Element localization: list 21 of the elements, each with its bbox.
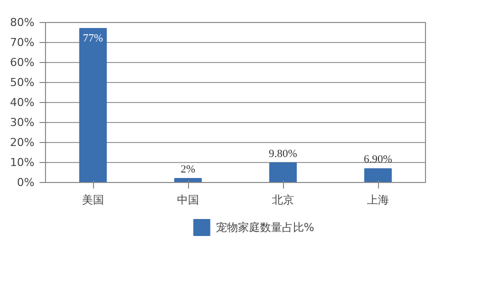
bar xyxy=(364,168,392,182)
y-tick-label: 30% xyxy=(10,116,35,129)
y-tick-label: 60% xyxy=(10,56,35,69)
y-tick-label: 70% xyxy=(10,36,35,49)
x-tick-label: 上海 xyxy=(367,194,389,206)
y-tick-label: 50% xyxy=(10,76,35,89)
bar xyxy=(269,162,297,182)
data-label: 9.80% xyxy=(268,148,298,160)
legend-label: 宠物家庭数量占比% xyxy=(216,220,314,234)
bar xyxy=(79,28,107,182)
x-tick-label: 美国 xyxy=(82,194,104,206)
y-tick-label: 0% xyxy=(17,176,34,189)
y-tick-label: 80% xyxy=(10,16,35,29)
y-tick-label: 20% xyxy=(10,136,35,149)
x-tick-label: 北京 xyxy=(272,194,294,206)
data-label: 6.90% xyxy=(364,154,392,166)
data-label: 77% xyxy=(82,32,104,44)
data-label: 2% xyxy=(180,164,196,176)
y-tick-label: 10% xyxy=(10,156,35,169)
x-tick-label: 中国 xyxy=(177,194,199,206)
y-tick-label: 40% xyxy=(10,96,35,109)
